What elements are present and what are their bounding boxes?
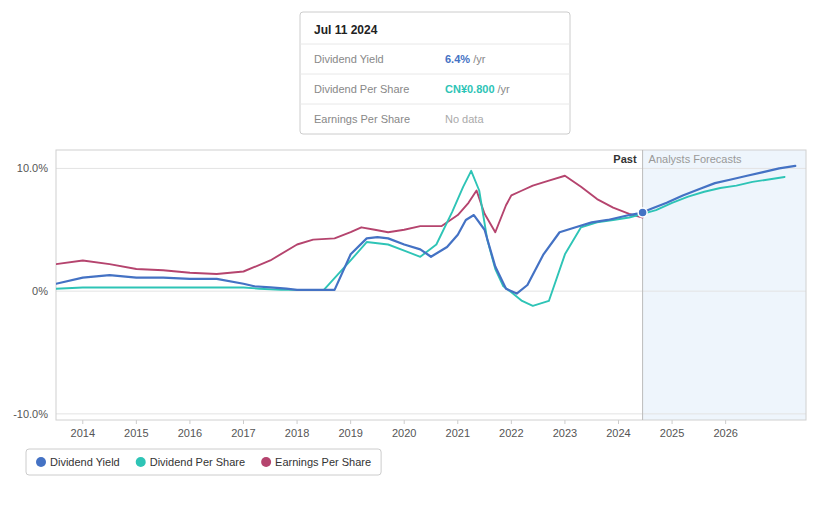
tooltip-unit: /yr	[498, 83, 511, 95]
x-tick	[136, 420, 137, 424]
x-tick-label: 2018	[285, 427, 309, 439]
y-tick-label: -10.0%	[13, 408, 48, 420]
annotation: Past	[613, 153, 637, 165]
x-tick	[243, 420, 244, 424]
plot-area	[56, 166, 795, 306]
legend-label: Dividend Per Share	[150, 456, 245, 468]
divider-line	[642, 150, 643, 420]
legend-label: Earnings Per Share	[275, 456, 371, 468]
x-tick-label: 2014	[71, 427, 95, 439]
x-tick-label: 2024	[606, 427, 630, 439]
x-tick	[725, 420, 726, 424]
x-tick	[457, 420, 458, 424]
tooltip-divider	[300, 44, 570, 45]
legend: Dividend Yield Dividend Per Share Earnings…	[26, 449, 381, 475]
tooltip-label: Dividend Per Share	[314, 83, 409, 95]
tooltip-value: No data	[445, 113, 484, 125]
x-tick	[404, 420, 405, 424]
legend-swatch	[36, 457, 46, 467]
x-tick	[297, 420, 298, 424]
x-tick-label: 2020	[392, 427, 416, 439]
x-tick-label: 2023	[553, 427, 577, 439]
forecast-region	[643, 150, 806, 420]
x-tick-label: 2021	[446, 427, 470, 439]
x-tick	[618, 420, 619, 424]
x-tick-label: 2019	[338, 427, 362, 439]
tooltip-divider	[300, 104, 570, 105]
legend-box	[26, 449, 381, 475]
x-tick-label: 2016	[178, 427, 202, 439]
tooltip-label: Earnings Per Share	[314, 113, 410, 125]
tooltip-divider	[300, 74, 570, 75]
tooltip-value: CN¥0.800	[445, 83, 495, 95]
x-tick-label: 2026	[713, 427, 737, 439]
grid-line	[56, 413, 806, 414]
series-line	[56, 166, 795, 294]
tooltip-box	[300, 12, 570, 134]
x-tick	[511, 420, 512, 424]
tooltip-unit: /yr	[473, 53, 486, 65]
x-tick-label: 2015	[124, 427, 148, 439]
x-tick-label: 2017	[231, 427, 255, 439]
x-tick	[564, 420, 565, 424]
tooltip-title: Jul 11 2024	[314, 23, 378, 37]
x-tick-label: 2025	[660, 427, 684, 439]
tooltip-value: 6.4%	[445, 53, 470, 65]
annotation: Analysts Forecasts	[649, 153, 742, 165]
tooltip-label: Dividend Yield	[314, 53, 384, 65]
grid-line	[56, 291, 806, 292]
legend-swatch	[261, 457, 271, 467]
x-tick	[82, 420, 83, 424]
x-tick-label: 2022	[499, 427, 523, 439]
x-tick	[189, 420, 190, 424]
current-point	[638, 208, 647, 217]
plot-frame	[56, 150, 806, 420]
grid-line	[56, 168, 806, 169]
legend-swatch	[136, 457, 146, 467]
chart: -10.0% 0% 10.0% 2014 2015 2016 2017 2018 2019 202…	[0, 0, 821, 508]
y-tick-label: 10.0%	[17, 162, 48, 174]
x-tick	[672, 420, 673, 424]
x-tick	[350, 420, 351, 424]
legend-label: Dividend Yield	[50, 456, 120, 468]
y-tick-label: 0%	[32, 285, 48, 297]
series-line	[56, 171, 785, 306]
